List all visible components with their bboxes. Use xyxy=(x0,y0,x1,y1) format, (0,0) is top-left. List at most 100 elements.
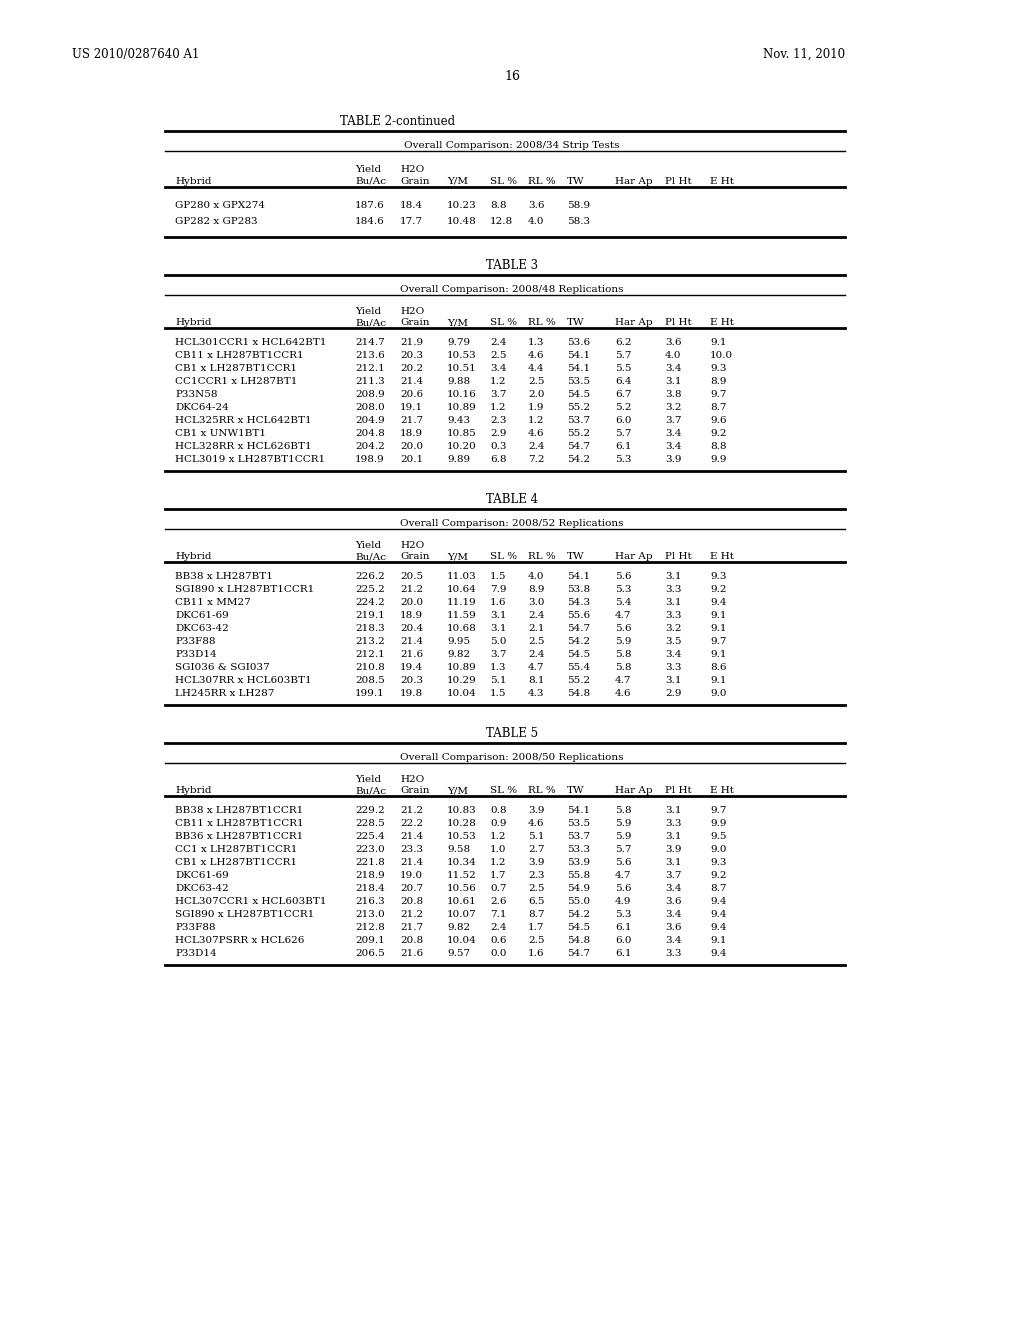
Text: Pl Ht: Pl Ht xyxy=(665,552,692,561)
Text: Har Ap: Har Ap xyxy=(615,785,652,795)
Text: 187.6: 187.6 xyxy=(355,201,385,210)
Text: 5.3: 5.3 xyxy=(615,909,632,919)
Text: 12.8: 12.8 xyxy=(490,216,513,226)
Text: Har Ap: Har Ap xyxy=(615,318,652,327)
Text: 7.1: 7.1 xyxy=(490,909,507,919)
Text: Overall Comparison: 2008/34 Strip Tests: Overall Comparison: 2008/34 Strip Tests xyxy=(404,141,620,150)
Text: 2.9: 2.9 xyxy=(665,689,682,698)
Text: 3.5: 3.5 xyxy=(665,638,682,645)
Text: 5.6: 5.6 xyxy=(615,572,632,581)
Text: 53.8: 53.8 xyxy=(567,585,590,594)
Text: 3.4: 3.4 xyxy=(665,364,682,374)
Text: 17.7: 17.7 xyxy=(400,216,423,226)
Text: 0.3: 0.3 xyxy=(490,442,507,451)
Text: 2.5: 2.5 xyxy=(528,378,545,385)
Text: 3.2: 3.2 xyxy=(665,403,682,412)
Text: 10.89: 10.89 xyxy=(447,663,477,672)
Text: E Ht: E Ht xyxy=(710,552,734,561)
Text: 9.4: 9.4 xyxy=(710,949,726,958)
Text: 54.1: 54.1 xyxy=(567,807,590,814)
Text: 6.2: 6.2 xyxy=(615,338,632,347)
Text: LH245RR x LH287: LH245RR x LH287 xyxy=(175,689,274,698)
Text: 4.9: 4.9 xyxy=(615,898,632,906)
Text: TW: TW xyxy=(567,785,585,795)
Text: 0.7: 0.7 xyxy=(490,884,507,894)
Text: 226.2: 226.2 xyxy=(355,572,385,581)
Text: 218.3: 218.3 xyxy=(355,624,385,634)
Text: Hybrid: Hybrid xyxy=(175,552,212,561)
Text: 4.6: 4.6 xyxy=(528,818,545,828)
Text: E Ht: E Ht xyxy=(710,318,734,327)
Text: 1.7: 1.7 xyxy=(528,923,545,932)
Text: 218.9: 218.9 xyxy=(355,871,385,880)
Text: 1.5: 1.5 xyxy=(490,689,507,698)
Text: CB1 x LH287BT1CCR1: CB1 x LH287BT1CCR1 xyxy=(175,858,297,867)
Text: 5.9: 5.9 xyxy=(615,832,632,841)
Text: 5.9: 5.9 xyxy=(615,818,632,828)
Text: 1.6: 1.6 xyxy=(490,598,507,607)
Text: 9.9: 9.9 xyxy=(710,818,726,828)
Text: 21.6: 21.6 xyxy=(400,649,423,659)
Text: 54.7: 54.7 xyxy=(567,624,590,634)
Text: 9.2: 9.2 xyxy=(710,871,726,880)
Text: 19.0: 19.0 xyxy=(400,871,423,880)
Text: 10.51: 10.51 xyxy=(447,364,477,374)
Text: 53.5: 53.5 xyxy=(567,818,590,828)
Text: 0.8: 0.8 xyxy=(490,807,507,814)
Text: Har Ap: Har Ap xyxy=(615,552,652,561)
Text: 55.2: 55.2 xyxy=(567,676,590,685)
Text: 3.6: 3.6 xyxy=(665,898,682,906)
Text: 8.7: 8.7 xyxy=(710,884,726,894)
Text: Bu/Ac: Bu/Ac xyxy=(355,785,386,795)
Text: Grain: Grain xyxy=(400,785,429,795)
Text: 5.8: 5.8 xyxy=(615,663,632,672)
Text: 10.53: 10.53 xyxy=(447,832,477,841)
Text: RL %: RL % xyxy=(528,552,556,561)
Text: 1.9: 1.9 xyxy=(528,403,545,412)
Text: 1.5: 1.5 xyxy=(490,572,507,581)
Text: RL %: RL % xyxy=(528,785,556,795)
Text: H2O: H2O xyxy=(400,308,424,315)
Text: 9.88: 9.88 xyxy=(447,378,470,385)
Text: Overall Comparison: 2008/50 Replications: Overall Comparison: 2008/50 Replications xyxy=(400,752,624,762)
Text: 218.4: 218.4 xyxy=(355,884,385,894)
Text: 9.5: 9.5 xyxy=(710,832,726,841)
Text: 3.1: 3.1 xyxy=(490,624,507,634)
Text: 2.5: 2.5 xyxy=(490,351,507,360)
Text: SGI890 x LH287BT1CCR1: SGI890 x LH287BT1CCR1 xyxy=(175,585,314,594)
Text: 2.5: 2.5 xyxy=(528,936,545,945)
Text: 11.19: 11.19 xyxy=(447,598,477,607)
Text: 54.8: 54.8 xyxy=(567,689,590,698)
Text: 54.2: 54.2 xyxy=(567,455,590,465)
Text: 214.7: 214.7 xyxy=(355,338,385,347)
Text: HCL307RR x HCL603BT1: HCL307RR x HCL603BT1 xyxy=(175,676,311,685)
Text: 0.9: 0.9 xyxy=(490,818,507,828)
Text: 9.6: 9.6 xyxy=(710,416,726,425)
Text: GP280 x GPX274: GP280 x GPX274 xyxy=(175,201,265,210)
Text: 54.3: 54.3 xyxy=(567,598,590,607)
Text: 20.0: 20.0 xyxy=(400,442,423,451)
Text: 9.43: 9.43 xyxy=(447,416,470,425)
Text: 3.6: 3.6 xyxy=(665,338,682,347)
Text: HCL3019 x LH287BT1CCR1: HCL3019 x LH287BT1CCR1 xyxy=(175,455,326,465)
Text: HCL328RR x HCL626BT1: HCL328RR x HCL626BT1 xyxy=(175,442,311,451)
Text: 2.4: 2.4 xyxy=(490,338,507,347)
Text: 54.5: 54.5 xyxy=(567,389,590,399)
Text: 3.4: 3.4 xyxy=(665,884,682,894)
Text: 53.3: 53.3 xyxy=(567,845,590,854)
Text: H2O: H2O xyxy=(400,541,424,550)
Text: 10.56: 10.56 xyxy=(447,884,477,894)
Text: 2.1: 2.1 xyxy=(528,624,545,634)
Text: 3.8: 3.8 xyxy=(665,389,682,399)
Text: 10.64: 10.64 xyxy=(447,585,477,594)
Text: RL %: RL % xyxy=(528,177,556,186)
Text: P33F88: P33F88 xyxy=(175,923,215,932)
Text: 21.2: 21.2 xyxy=(400,807,423,814)
Text: 10.28: 10.28 xyxy=(447,818,477,828)
Text: H2O: H2O xyxy=(400,165,424,174)
Text: 1.7: 1.7 xyxy=(490,871,507,880)
Text: 3.6: 3.6 xyxy=(528,201,545,210)
Text: 9.4: 9.4 xyxy=(710,923,726,932)
Text: US 2010/0287640 A1: US 2010/0287640 A1 xyxy=(72,48,200,61)
Text: 18.4: 18.4 xyxy=(400,201,423,210)
